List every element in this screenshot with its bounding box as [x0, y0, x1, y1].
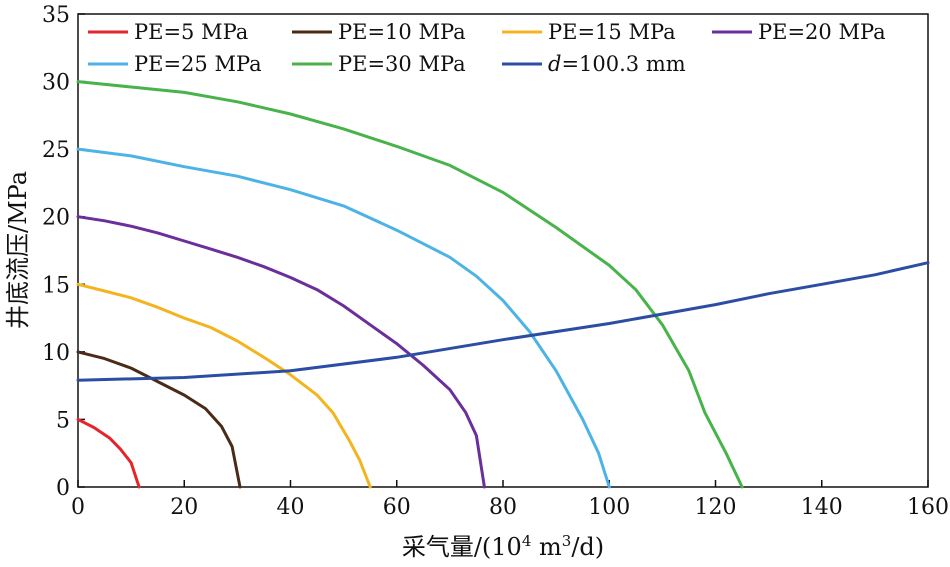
legend: PE=5 MPa PE=10 MPa PE=15 MPa PE=20 MPa PE=25… — [88, 20, 886, 76]
plot-frame — [77, 13, 929, 488]
legend-label: PE=25 MPa — [134, 52, 262, 76]
y-tick-label: 10 — [42, 341, 70, 366]
series-line — [76, 80, 744, 489]
y-tick-label: 20 — [42, 206, 70, 231]
legend-label: d=100.3 mm — [548, 52, 686, 76]
y-tick-label: 30 — [42, 71, 70, 96]
x-tick-label: 80 — [489, 495, 517, 520]
legend-label: PE=20 MPa — [758, 20, 886, 44]
x-tick-label: 140 — [801, 495, 843, 520]
y-axis-title: 井底流压/MPa — [4, 171, 32, 329]
legend-label: PE=10 MPa — [338, 20, 466, 44]
y-tick-label: 15 — [42, 273, 70, 298]
x-tick-label: 40 — [277, 495, 305, 520]
x-tick-label: 0 — [71, 495, 85, 520]
series-line — [76, 350, 242, 489]
data-series — [76, 80, 930, 489]
x-tick-label: 60 — [383, 495, 411, 520]
series-line — [76, 215, 486, 489]
series-line — [76, 417, 141, 489]
y-tick-label: 0 — [56, 476, 70, 501]
y-tick-label: 25 — [42, 138, 70, 163]
series-line — [76, 147, 611, 489]
x-tick-label: 120 — [695, 495, 737, 520]
series-line — [76, 282, 372, 489]
legend-label: PE=30 MPa — [338, 52, 466, 76]
x-tick-label: 160 — [907, 495, 949, 520]
y-tick-label: 5 — [56, 408, 70, 433]
y-tick-label: 35 — [42, 3, 70, 28]
legend-label: PE=15 MPa — [548, 20, 676, 44]
x-tick-label: 100 — [588, 495, 630, 520]
legend-label: PE=5 MPa — [134, 20, 248, 44]
series-line — [76, 261, 930, 382]
x-tick-label: 20 — [170, 495, 198, 520]
axis-ticks: 0 20 40 60 80 100 120 140 160 0 5 10 15 20 25 30 35 — [42, 3, 949, 520]
x-axis-title: 采气量/(104 m3/d) — [402, 532, 604, 561]
